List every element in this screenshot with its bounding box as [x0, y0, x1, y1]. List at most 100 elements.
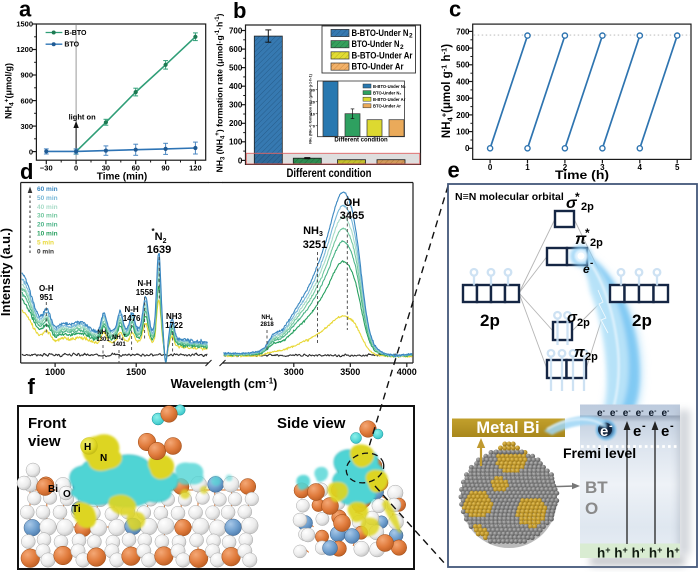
svg-text:d: d — [20, 159, 33, 184]
svg-text:500: 500 — [456, 61, 470, 70]
svg-text:BTO-Under N: BTO-Under N — [352, 39, 400, 50]
svg-text:N≡N molecular orbital: N≡N molecular orbital — [455, 191, 564, 203]
svg-text:2p: 2p — [632, 311, 652, 330]
svg-text:B-BTO-Under Ar: B-BTO-Under Ar — [373, 97, 406, 102]
svg-text:300: 300 — [20, 122, 33, 131]
svg-text:900: 900 — [20, 71, 33, 80]
svg-text:90: 90 — [161, 164, 169, 173]
svg-text:BT: BT — [585, 478, 608, 497]
svg-text:a: a — [19, 0, 32, 22]
svg-text:OH: OH — [344, 197, 361, 209]
svg-text:3000: 3000 — [284, 367, 304, 377]
svg-text:N-H: N-H — [137, 279, 151, 288]
svg-text:B-BTO-Under Ar: B-BTO-Under Ar — [352, 50, 413, 61]
svg-text:Bi: Bi — [48, 484, 58, 495]
svg-text:*: * — [575, 190, 580, 204]
svg-text:NH3: NH3 — [303, 225, 323, 238]
svg-text:σ: σ — [566, 195, 578, 212]
svg-text:e: e — [633, 423, 641, 440]
svg-text:1000: 1000 — [45, 367, 65, 377]
svg-text:10 min: 10 min — [37, 231, 58, 238]
svg-text:3: 3 — [600, 163, 605, 172]
svg-text:2: 2 — [409, 33, 413, 40]
svg-text:Different condition: Different condition — [287, 167, 372, 180]
svg-text:H: H — [84, 442, 91, 453]
svg-text:Front: Front — [28, 415, 66, 432]
svg-text:400: 400 — [456, 77, 470, 86]
svg-text:NH₃ (NH₄+) formation rate (μmo: NH₃ (NH₄+) formation rate (μmol·g-1·h-1) — [309, 73, 313, 143]
svg-text:Intensity (a.u.): Intensity (a.u.) — [0, 228, 13, 316]
svg-text:e: e — [448, 157, 460, 182]
svg-text:NH2: NH2 — [97, 330, 109, 337]
svg-text:Different condition: Different condition — [334, 138, 388, 144]
svg-text:60: 60 — [132, 164, 140, 173]
svg-text:view: view — [28, 433, 61, 450]
svg-text:4: 4 — [638, 163, 643, 172]
svg-text:Metal Bi: Metal Bi — [476, 419, 539, 437]
svg-text:1639: 1639 — [147, 244, 171, 256]
svg-text:BTO-Under N₂: BTO-Under N₂ — [373, 90, 401, 95]
svg-text:0: 0 — [488, 163, 493, 172]
svg-text:BTO: BTO — [64, 42, 79, 49]
svg-text:1200: 1200 — [16, 45, 33, 54]
svg-text:600: 600 — [20, 96, 33, 105]
svg-text:0: 0 — [313, 123, 316, 128]
svg-text:50 min: 50 min — [37, 195, 58, 202]
svg-text:O: O — [585, 499, 598, 518]
svg-text:2: 2 — [400, 44, 404, 51]
svg-text:100: 100 — [456, 128, 470, 137]
svg-text:2p: 2p — [480, 311, 500, 330]
svg-text:π: π — [574, 344, 585, 361]
svg-text:700: 700 — [229, 26, 243, 35]
svg-text:Time (min): Time (min) — [97, 171, 147, 182]
svg-text:Time (h): Time (h) — [555, 168, 609, 182]
svg-text:Wavelength (cm-1): Wavelength (cm-1) — [171, 377, 278, 392]
svg-text:100: 100 — [229, 138, 243, 147]
svg-text:e: e — [600, 423, 608, 440]
svg-text:-: - — [670, 420, 674, 432]
svg-text:5: 5 — [675, 163, 680, 172]
svg-text:-: - — [590, 258, 593, 269]
svg-text:4000: 4000 — [397, 367, 417, 377]
svg-text:3500: 3500 — [340, 367, 360, 377]
svg-text:NH3 (NH4+) formation rate (μmo: NH3 (NH4+) formation rate (μmol·g-1·h-1) — [215, 13, 227, 172]
svg-text:-: - — [642, 420, 646, 432]
svg-text:e- e- e- e- e- e-: e- e- e- e- e- e- — [597, 408, 672, 419]
svg-text:b: b — [233, 0, 246, 23]
svg-text:700: 700 — [456, 27, 470, 36]
svg-text:NH4+(μmol/g): NH4+(μmol/g) — [4, 63, 16, 119]
svg-text:1476: 1476 — [123, 314, 141, 323]
svg-text:1500: 1500 — [16, 20, 33, 29]
svg-text:2: 2 — [563, 163, 568, 172]
svg-text:0: 0 — [74, 164, 78, 173]
svg-text:2p: 2p — [577, 317, 590, 329]
svg-text:1500: 1500 — [126, 367, 146, 377]
svg-text:0: 0 — [238, 156, 243, 165]
svg-text:2818: 2818 — [260, 322, 274, 328]
svg-text:N-H: N-H — [124, 305, 138, 314]
svg-text:σ: σ — [567, 309, 578, 326]
svg-text:2p: 2p — [585, 351, 598, 363]
svg-text:0: 0 — [465, 144, 470, 153]
svg-text:500: 500 — [229, 64, 243, 73]
svg-text:5 min: 5 min — [37, 239, 54, 246]
svg-text:−30: −30 — [40, 164, 53, 173]
svg-text:h+ h+ h+ h+ h+: h+ h+ h+ h+ h+ — [597, 545, 680, 561]
svg-text:10: 10 — [311, 111, 316, 116]
svg-text:300: 300 — [229, 101, 243, 110]
svg-text:2p: 2p — [581, 201, 594, 213]
svg-text:NH4+: NH4+ — [112, 333, 126, 342]
svg-text:600: 600 — [229, 45, 243, 54]
svg-text:light on: light on — [69, 113, 96, 122]
svg-text:200: 200 — [229, 119, 243, 128]
svg-text:200: 200 — [456, 111, 470, 120]
svg-text:40 min: 40 min — [37, 204, 58, 211]
svg-text:3251: 3251 — [303, 239, 327, 251]
svg-text:B-BTO-Under N₂: B-BTO-Under N₂ — [373, 84, 406, 89]
svg-text:400: 400 — [229, 82, 243, 91]
svg-text:NH4: NH4 — [261, 315, 273, 322]
svg-text:π: π — [575, 231, 587, 248]
svg-text:0 min: 0 min — [37, 248, 54, 255]
svg-text:0: 0 — [29, 147, 33, 156]
svg-text:1558: 1558 — [136, 288, 154, 297]
